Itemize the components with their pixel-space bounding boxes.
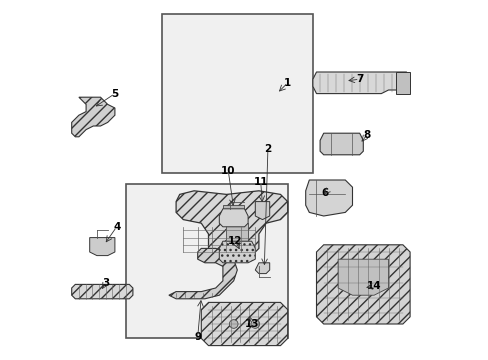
Text: 6: 6 — [321, 188, 328, 198]
Polygon shape — [72, 284, 133, 299]
Polygon shape — [226, 223, 247, 241]
Text: 8: 8 — [363, 130, 370, 140]
Text: 4: 4 — [113, 222, 120, 232]
Polygon shape — [255, 202, 269, 220]
Text: 11: 11 — [253, 177, 267, 187]
Text: 12: 12 — [228, 236, 242, 246]
Text: 14: 14 — [366, 281, 381, 291]
Text: 3: 3 — [102, 278, 109, 288]
Text: 2: 2 — [264, 144, 271, 154]
Polygon shape — [312, 72, 409, 94]
Bar — [125, 184, 287, 338]
Polygon shape — [201, 302, 287, 346]
Circle shape — [229, 320, 238, 328]
Polygon shape — [176, 191, 287, 259]
Text: 1: 1 — [284, 78, 291, 88]
Polygon shape — [223, 205, 244, 216]
Polygon shape — [305, 180, 352, 216]
Polygon shape — [72, 97, 115, 137]
Text: 9: 9 — [194, 332, 201, 342]
Polygon shape — [255, 263, 269, 274]
Polygon shape — [320, 133, 363, 155]
Polygon shape — [89, 238, 115, 256]
Text: 7: 7 — [355, 74, 363, 84]
Text: 13: 13 — [244, 319, 259, 329]
Circle shape — [250, 320, 259, 328]
Polygon shape — [168, 248, 237, 299]
Polygon shape — [316, 245, 409, 324]
Polygon shape — [219, 241, 255, 263]
Polygon shape — [395, 72, 409, 94]
Text: 10: 10 — [221, 166, 235, 176]
Polygon shape — [219, 209, 247, 227]
Polygon shape — [337, 259, 387, 295]
Bar — [162, 14, 312, 173]
Text: 5: 5 — [111, 89, 118, 99]
